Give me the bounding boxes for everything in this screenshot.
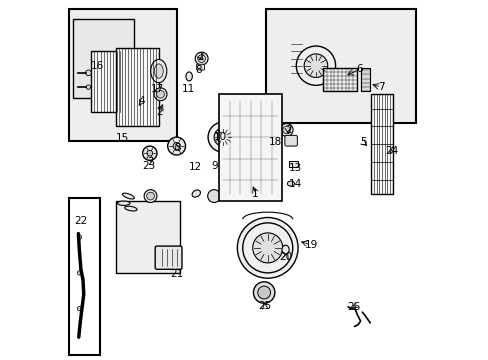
Circle shape	[296, 46, 335, 85]
Circle shape	[147, 150, 152, 156]
Ellipse shape	[287, 181, 294, 186]
Circle shape	[86, 85, 90, 89]
Bar	[323, 68, 356, 91]
Ellipse shape	[282, 245, 288, 254]
Circle shape	[214, 128, 232, 146]
Text: 17: 17	[151, 84, 164, 94]
Circle shape	[242, 223, 292, 273]
Text: 26: 26	[347, 302, 360, 312]
Circle shape	[207, 122, 238, 152]
Circle shape	[156, 90, 164, 98]
FancyBboxPatch shape	[265, 9, 415, 123]
Circle shape	[173, 143, 180, 150]
FancyBboxPatch shape	[155, 246, 182, 269]
Ellipse shape	[122, 193, 134, 199]
Ellipse shape	[117, 201, 130, 205]
Text: 9: 9	[211, 161, 218, 171]
Text: 8: 8	[195, 65, 202, 75]
Circle shape	[77, 235, 81, 239]
Circle shape	[282, 126, 290, 134]
Text: 12: 12	[188, 162, 202, 172]
Text: 25: 25	[258, 301, 271, 311]
Circle shape	[304, 54, 327, 77]
Circle shape	[77, 306, 81, 311]
Circle shape	[167, 137, 185, 155]
FancyBboxPatch shape	[73, 19, 134, 98]
Ellipse shape	[185, 72, 192, 81]
Bar	[370, 94, 392, 194]
Circle shape	[195, 52, 207, 65]
Text: 3: 3	[174, 143, 180, 153]
Circle shape	[77, 271, 81, 275]
Text: 6: 6	[355, 64, 362, 74]
Circle shape	[257, 286, 270, 299]
Ellipse shape	[192, 190, 200, 197]
Circle shape	[237, 217, 298, 278]
Bar	[91, 51, 123, 112]
Circle shape	[144, 190, 157, 203]
Text: 14: 14	[288, 179, 301, 189]
Bar	[360, 68, 369, 91]
FancyBboxPatch shape	[196, 64, 204, 70]
Text: 2: 2	[147, 157, 154, 167]
Text: 5: 5	[359, 138, 366, 148]
Text: 22: 22	[74, 216, 87, 226]
Text: 2: 2	[284, 125, 291, 135]
FancyBboxPatch shape	[285, 135, 297, 146]
Circle shape	[85, 70, 91, 76]
Ellipse shape	[154, 64, 163, 78]
Text: 4: 4	[138, 96, 144, 107]
FancyBboxPatch shape	[69, 9, 176, 141]
Text: 1: 1	[251, 189, 258, 199]
Circle shape	[154, 88, 166, 101]
Text: 20: 20	[279, 252, 292, 262]
Text: 18: 18	[268, 138, 282, 148]
Text: 24: 24	[384, 147, 398, 157]
Text: 23: 23	[142, 161, 155, 171]
Bar	[219, 94, 282, 202]
Circle shape	[146, 192, 154, 200]
Ellipse shape	[124, 206, 137, 211]
Text: 21: 21	[170, 269, 183, 279]
Text: 11: 11	[181, 84, 194, 94]
Text: 13: 13	[288, 163, 301, 173]
Circle shape	[280, 123, 292, 136]
Circle shape	[252, 233, 282, 263]
Ellipse shape	[150, 59, 166, 83]
FancyBboxPatch shape	[69, 198, 100, 355]
Text: 2: 2	[156, 107, 163, 117]
Bar	[116, 48, 159, 126]
Text: 10: 10	[213, 132, 226, 142]
Circle shape	[142, 146, 157, 160]
Circle shape	[253, 282, 274, 303]
Text: 19: 19	[304, 240, 317, 250]
Circle shape	[207, 190, 220, 203]
Text: 7: 7	[377, 82, 384, 92]
Text: 2: 2	[197, 52, 204, 62]
Text: 15: 15	[115, 133, 128, 143]
FancyBboxPatch shape	[116, 202, 180, 273]
Circle shape	[197, 55, 205, 62]
Bar	[288, 161, 298, 167]
Text: 16: 16	[90, 62, 103, 71]
